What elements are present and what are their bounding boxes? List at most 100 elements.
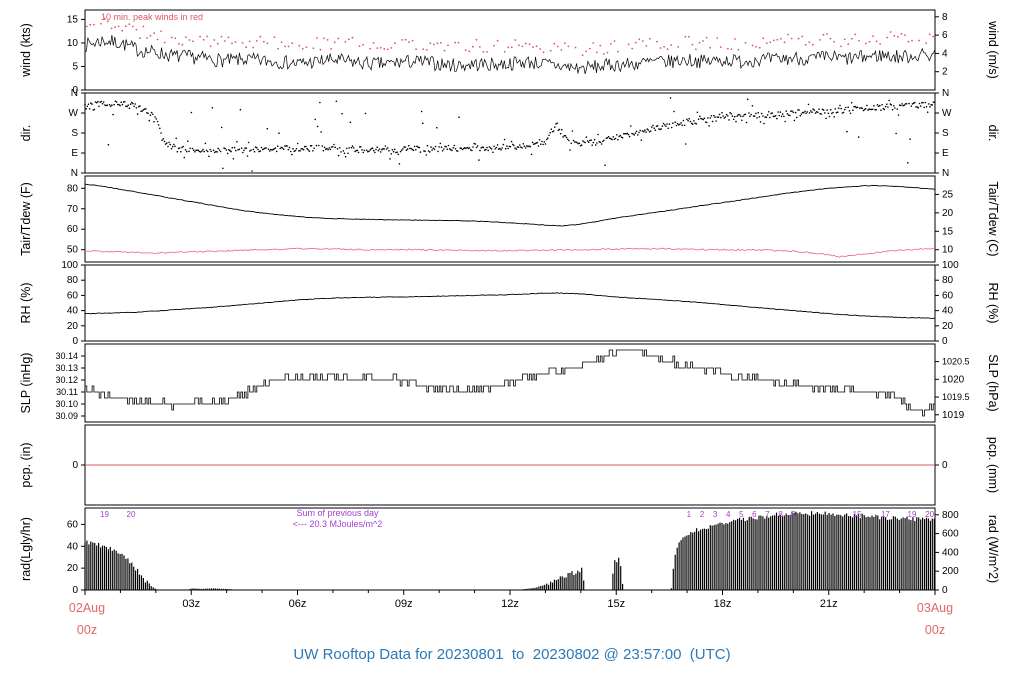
tick-label: 25 [942, 189, 954, 200]
series-wind-direction [703, 117, 706, 120]
series-wind-direction [804, 110, 806, 113]
series-wind-direction [907, 162, 909, 164]
series-peak-wind-dots [383, 48, 386, 50]
series-peak-wind-dots [716, 37, 719, 39]
series-wind-direction [323, 146, 326, 149]
series-wind-direction [499, 147, 501, 150]
series-wind-direction [821, 108, 824, 111]
series-peak-wind-dots [142, 25, 145, 28]
series-wind-direction [822, 109, 825, 111]
series-wind-direction [445, 145, 447, 148]
series-peak-wind-dots [702, 40, 704, 42]
series-wind-direction [933, 101, 936, 104]
series-tair [84, 183, 935, 227]
series-peak-wind-dots [224, 40, 226, 42]
series-wind-direction [749, 115, 751, 117]
series-wind-direction [886, 103, 888, 105]
series-wind-direction [521, 147, 523, 149]
series-wind-direction [305, 145, 307, 148]
series-wind-direction [400, 149, 403, 151]
series-wind-direction [155, 118, 158, 120]
series-peak-wind-dots [202, 38, 205, 41]
series-wind-direction [164, 143, 167, 145]
series-wind-direction [255, 146, 258, 149]
series-wind-direction [879, 104, 881, 107]
series-wind-direction [436, 126, 438, 129]
series-peak-wind-dots [457, 41, 460, 44]
tick-label: 30.13 [55, 363, 78, 373]
series-wind-direction [659, 128, 661, 131]
series-wind-direction [852, 109, 854, 111]
series-wind-direction [836, 111, 839, 113]
series-wind-direction [253, 150, 256, 153]
series-wind-direction [819, 112, 821, 115]
series-wind-direction [721, 111, 723, 114]
series-wind-direction [639, 129, 641, 132]
series-wind-direction [114, 100, 117, 102]
series-peak-wind-dots [348, 38, 350, 41]
tick-label: 40 [942, 306, 954, 317]
series-wind-direction [828, 115, 831, 118]
tick-label: 0 [72, 85, 78, 96]
series-wind-direction [180, 150, 182, 153]
series-wind-direction [545, 138, 548, 141]
series-wind-direction [170, 147, 173, 150]
series-wind-direction [177, 147, 180, 150]
radiation-hour-marker: 20 [127, 510, 136, 519]
series-wind-direction [680, 122, 682, 124]
series-peak-wind-dots [606, 51, 609, 54]
series-wind-direction [113, 103, 115, 106]
series-wind-direction [558, 128, 561, 131]
series-wind-direction [402, 148, 404, 150]
series-wind-direction [237, 149, 239, 151]
tick-label: 20 [67, 321, 79, 332]
series-wind-direction [128, 107, 131, 109]
series-wind-direction [235, 149, 237, 152]
axis-label-wind-right: wind (m/s) [986, 21, 1000, 79]
series-wind-direction [661, 125, 664, 127]
series-peak-wind-dots [316, 37, 318, 39]
series-peak-wind-dots [595, 51, 598, 54]
axis-label-pcp-right: pcp. (mm) [986, 436, 1000, 494]
series-wind-direction [382, 147, 384, 150]
series-peak-wind-dots [904, 34, 906, 36]
radiation-hour-marker: 17 [881, 510, 890, 519]
series-peak-wind-dots [833, 40, 835, 43]
series-wind-direction [813, 109, 816, 111]
series-wind-direction [406, 148, 409, 150]
series-wind-direction [135, 107, 138, 109]
series-wind-direction [652, 124, 654, 127]
series-wind-direction [312, 150, 314, 152]
tick-label: 600 [942, 529, 959, 540]
tick-label: S [71, 128, 78, 139]
series-wind-direction [552, 130, 555, 132]
series-wind-direction [585, 136, 588, 138]
series-wind-direction [693, 120, 695, 122]
series-wind-direction [780, 115, 783, 118]
series-peak-wind-dots [928, 33, 931, 36]
series-peak-wind-dots [422, 48, 425, 51]
series-peak-wind-dots [776, 38, 779, 41]
series-wind-direction [849, 112, 852, 115]
series-wind-direction [150, 111, 153, 114]
tick-label: 15 [942, 226, 954, 237]
tick-label: 0 [72, 336, 78, 347]
series-peak-wind-dots [479, 46, 481, 48]
series-wind-direction [723, 117, 726, 119]
series-peak-wind-dots [592, 42, 595, 44]
tick-label: 40 [67, 541, 79, 552]
tick-label: 20 [942, 208, 954, 219]
series-wind-direction [492, 151, 494, 154]
series-wind-direction [772, 115, 775, 118]
series-wind-direction [684, 143, 687, 145]
series-wind-direction [541, 140, 543, 143]
series-wind-direction [107, 143, 110, 146]
series-wind-direction [587, 141, 590, 143]
series-peak-wind-dots [114, 26, 116, 29]
series-peak-wind-dots [829, 37, 832, 40]
series-wind-direction [224, 147, 226, 150]
series-peak-wind-dots [889, 31, 892, 33]
start-date-hour: 00z [76, 623, 98, 637]
series-wind-direction [888, 99, 890, 102]
series-wind-direction [468, 147, 471, 149]
